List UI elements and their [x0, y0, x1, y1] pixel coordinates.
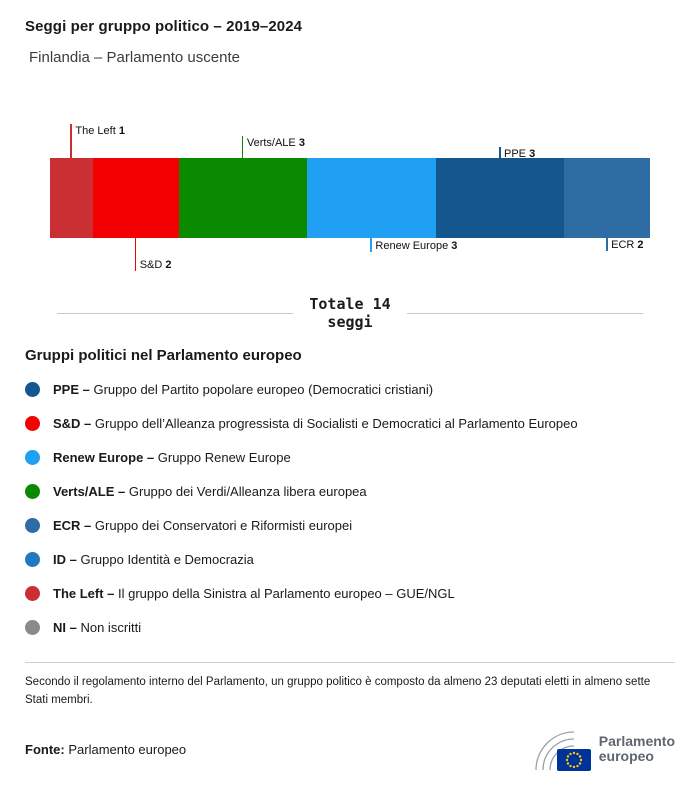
- footer: Fonte: Parlamento europeo Parlamento eur…: [25, 726, 675, 772]
- legend-item-text: Renew Europe – Gruppo Renew Europe: [53, 449, 291, 465]
- legend-color-dot: [25, 551, 40, 567]
- eu-flag-stars: [565, 751, 582, 769]
- legend-item-ecr: ECR – Gruppo dei Conservatori e Riformis…: [25, 508, 675, 542]
- bar-segment-s-d[interactable]: [92, 158, 179, 238]
- legend-color-dot: [25, 449, 40, 465]
- page-title: Seggi per gruppo politico – 2019–2024: [25, 18, 303, 35]
- legend-item-the-left: The Left – Il gruppo della Sinistra al P…: [25, 576, 675, 610]
- legend-item-ppe: PPE – Gruppo del Partito popolare europe…: [25, 372, 675, 406]
- legend-color-dot: [25, 517, 40, 533]
- logo-text: Parlamento europeo: [599, 734, 675, 764]
- legend-item-text: Verts/ALE – Gruppo dei Verdi/Alleanza li…: [53, 483, 367, 499]
- legend-color-dot: [25, 415, 40, 431]
- legend-item-verts-ale: Verts/ALE – Gruppo dei Verdi/Alleanza li…: [25, 474, 675, 508]
- legend-item-text: NI – Non iscritti: [53, 619, 142, 635]
- legend-item-renew-europe: Renew Europe – Gruppo Renew Europe: [25, 440, 675, 474]
- page-subtitle: Finlandia – Parlamento uscente: [29, 49, 240, 66]
- bar-label-verts-ale: Verts/ALE 3: [246, 137, 305, 149]
- legend-item-ni: NI – Non iscritti: [25, 610, 675, 644]
- bar-segment-ecr[interactable]: [564, 158, 650, 238]
- stacked-bar: [50, 158, 650, 238]
- callout-line-the-left: [70, 124, 72, 158]
- total-seats-label: Totale 14 seggi: [309, 295, 390, 331]
- bar-label-the-left: The Left 1: [75, 125, 125, 137]
- bar-segment-the-left[interactable]: [50, 158, 93, 238]
- eu-flag: [556, 749, 591, 771]
- bar-segment-ppe[interactable]: [435, 158, 565, 238]
- bar-segment-verts-ale[interactable]: [178, 158, 308, 238]
- legend-item-text: PPE – Gruppo del Partito popolare europe…: [53, 381, 434, 397]
- legend-item-id: ID – Gruppo Identità e Democrazia: [25, 542, 675, 576]
- logo-line1: Parlamento: [598, 733, 675, 749]
- callout-line-ppe: [499, 147, 501, 158]
- legend-item-text: ID – Gruppo Identità e Democrazia: [53, 551, 254, 567]
- callout-line-verts-ale: [241, 136, 244, 158]
- bar-segment-renew-europe[interactable]: [307, 158, 436, 238]
- seats-chart: The Left 1 S&D 2 Verts/ALE 3 Renew Europe 3…: [50, 113, 650, 283]
- callout-line-renew-europe: [370, 238, 372, 252]
- parliament-hemicycle-eu-flag-icon: [535, 731, 591, 771]
- legend-list: PPE – Gruppo del Partito popolare europe…: [25, 372, 675, 644]
- total-row: Totale 14 seggi: [57, 295, 643, 331]
- european-parliament-logo[interactable]: Parlamento europeo: [530, 726, 675, 772]
- footnote-text: Secondo il regolamento interno del Parla…: [25, 676, 651, 706]
- legend-item-text: ECR – Gruppo dei Conservatori e Riformis…: [53, 517, 353, 533]
- legend-item-text: The Left – Il gruppo della Sinistra al P…: [53, 585, 455, 601]
- legend-item-text: S&D – Gruppo dell’Alleanza progressista …: [53, 415, 578, 431]
- total-line2: seggi: [327, 313, 373, 331]
- logo-line2: europeo: [598, 748, 654, 764]
- legend-color-dot: [25, 619, 40, 635]
- source-label: Fonte:: [25, 741, 65, 757]
- bar-label-s-d: S&D 2: [139, 259, 172, 271]
- legend-heading: Gruppi politici nel Parlamento europeo: [25, 347, 302, 364]
- bar-label-ppe: PPE 3: [504, 148, 536, 160]
- source-line: Fonte: Parlamento europeo: [25, 742, 186, 757]
- legend-color-dot: [25, 381, 40, 397]
- bar-label-ecr: ECR 2: [611, 239, 644, 251]
- total-line1: Totale 14: [309, 295, 391, 313]
- legend-item-s-d: S&D – Gruppo dell’Alleanza progressista …: [25, 406, 675, 440]
- total-rule-right: [406, 312, 643, 314]
- total-rule-left: [57, 312, 294, 314]
- footnote-divider: [25, 662, 675, 663]
- callout-line-ecr: [606, 238, 608, 251]
- legend-color-dot: [25, 483, 40, 499]
- legend-color-dot: [25, 585, 40, 601]
- bar-label-renew-europe: Renew Europe 3: [375, 240, 458, 252]
- callout-line-s-d: [134, 238, 137, 271]
- source-value: Parlamento europeo: [68, 741, 187, 757]
